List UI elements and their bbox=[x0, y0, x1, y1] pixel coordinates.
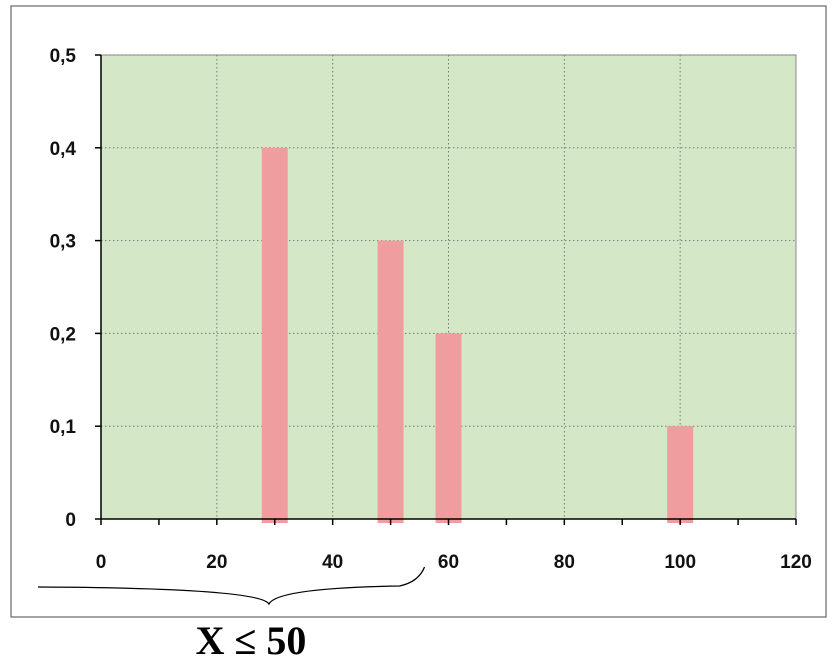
x-tick-label-5: 100 bbox=[664, 552, 696, 573]
y-tick-label-3: 0,3 bbox=[50, 232, 76, 253]
x-tick-label-0: 0 bbox=[96, 552, 107, 573]
x-tick-label-2: 40 bbox=[322, 552, 343, 573]
y-tick-label-1: 0,1 bbox=[50, 417, 77, 438]
bar-100 bbox=[667, 426, 694, 523]
y-tick-label-2: 0,2 bbox=[50, 324, 76, 345]
x-tick-label-6: 120 bbox=[780, 552, 812, 573]
x-range-brace bbox=[37, 566, 426, 606]
grid-lines bbox=[101, 54, 796, 519]
bars bbox=[261, 147, 694, 524]
y-tick-label-0: 0 bbox=[65, 510, 76, 531]
x-tick-label-4: 80 bbox=[554, 552, 575, 573]
bar-30 bbox=[261, 147, 288, 524]
annotation: X ≤ 50 bbox=[37, 566, 426, 661]
bar-50 bbox=[377, 240, 404, 523]
y-tick-label-5: 0,5 bbox=[50, 46, 77, 67]
x-tick-label-3: 60 bbox=[438, 552, 459, 573]
y-tick-label-4: 0,4 bbox=[50, 139, 77, 160]
axes bbox=[95, 54, 797, 525]
x-tick-label-1: 20 bbox=[206, 552, 227, 573]
bar-60 bbox=[435, 333, 462, 523]
annotation-label: X ≤ 50 bbox=[196, 618, 307, 661]
tick-labels: 0 0,1 0,2 0,3 0,4 0,5 0 20 40 60 80 100 120 bbox=[50, 46, 812, 573]
